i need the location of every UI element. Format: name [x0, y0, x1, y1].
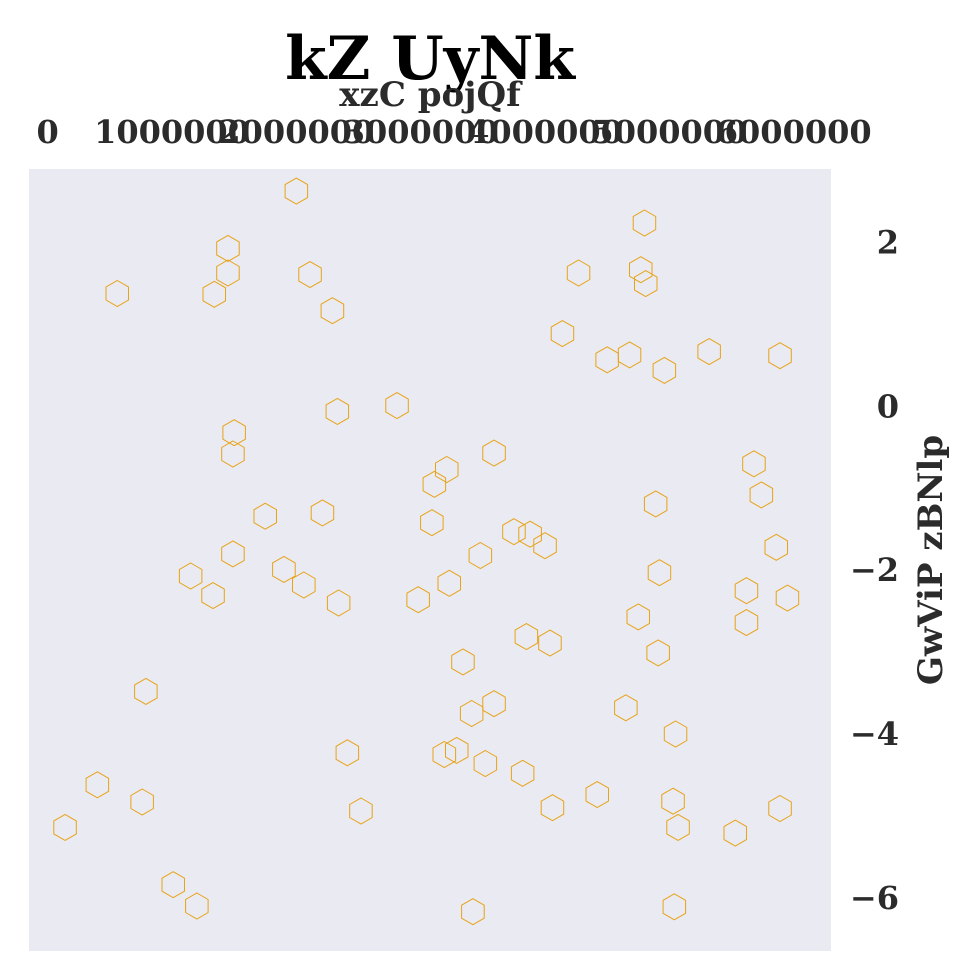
data-point [185, 892, 209, 920]
data-point [201, 582, 225, 610]
data-point [335, 739, 360, 767]
data-point [697, 338, 721, 366]
data-point [222, 419, 246, 447]
data-point [734, 609, 759, 637]
data-point [482, 690, 506, 718]
data-point [647, 559, 672, 587]
plot-area [29, 169, 831, 951]
data-point [349, 797, 373, 825]
y-tick-label: −2 [850, 551, 899, 589]
data-point [298, 261, 322, 289]
data-point [134, 677, 158, 705]
data-point [435, 455, 459, 484]
y-tick-label: −4 [850, 715, 899, 753]
x-tick-label: 2000000 [218, 113, 374, 151]
data-point [646, 639, 670, 667]
data-point [742, 450, 766, 478]
x-tick-label: 5000000 [591, 113, 747, 151]
x-tick-label: 6000000 [716, 113, 872, 151]
data-point [432, 740, 457, 769]
data-point [734, 577, 759, 605]
x-tick-label: 0 [37, 113, 59, 151]
data-point [461, 898, 485, 926]
data-point [422, 470, 447, 498]
data-point [662, 893, 687, 921]
x-tick-label: 3000000 [343, 113, 499, 151]
data-point [666, 813, 690, 841]
data-point [538, 629, 562, 657]
data-point [614, 694, 638, 722]
data-point [253, 502, 277, 530]
data-point [661, 787, 685, 815]
data-point [749, 481, 774, 509]
x-axis-label: xzC pojQf [339, 75, 523, 115]
data-point [502, 518, 526, 546]
data-point [105, 279, 129, 308]
data-point [768, 794, 792, 823]
data-point [629, 256, 653, 284]
y-tick-label: −6 [850, 879, 899, 917]
data-point [768, 342, 792, 370]
data-point [445, 736, 469, 764]
y-tick-label: 2 [877, 224, 899, 262]
data-point [221, 540, 245, 568]
data-point [632, 209, 657, 237]
x-tick-labels: 0 100000020000003000000400000050000006000… [37, 113, 872, 151]
data-point [221, 440, 245, 468]
x-tick-label: 4000000 [467, 113, 623, 151]
chart-title: kZ UyNk [285, 24, 576, 94]
data-point [468, 541, 493, 570]
data-point [585, 781, 609, 809]
data-point [514, 623, 539, 651]
data-point [178, 562, 203, 590]
data-point [533, 532, 557, 560]
data-point [775, 584, 800, 612]
data-point [437, 569, 461, 597]
data-point [420, 509, 444, 537]
data-point [634, 270, 658, 298]
y-axis-label: GwViP zBNlp [911, 435, 951, 685]
data-point [550, 320, 575, 348]
data-point [540, 794, 565, 822]
data-point [518, 520, 542, 548]
data-point [326, 589, 351, 617]
data-point [310, 499, 335, 527]
data-point [284, 177, 309, 205]
data-point [292, 571, 316, 599]
data-point [617, 341, 642, 369]
data-point [510, 759, 535, 787]
data-point [663, 720, 688, 748]
data-point [161, 871, 185, 899]
data-point [320, 297, 345, 325]
data-points [53, 177, 800, 926]
data-point [451, 648, 475, 676]
data-point [272, 555, 296, 583]
data-point [216, 234, 240, 262]
y-tick-label: 0 [877, 387, 899, 425]
data-point [385, 392, 409, 420]
data-point [764, 533, 788, 561]
data-point [325, 397, 350, 425]
data-point [53, 813, 77, 841]
data-point [406, 586, 430, 614]
data-point [652, 356, 677, 384]
data-point [473, 749, 498, 778]
data-point [202, 280, 226, 308]
x-tick-label: 1000000 [94, 113, 250, 151]
data-point [216, 259, 240, 287]
y-tick-labels: 2 0 −2 −4 −6 [850, 224, 899, 917]
data-point [626, 603, 650, 631]
data-point [85, 771, 110, 799]
data-point [566, 259, 591, 287]
data-point [643, 490, 668, 518]
data-point [723, 819, 747, 847]
data-point [482, 439, 506, 467]
data-point [130, 788, 154, 816]
